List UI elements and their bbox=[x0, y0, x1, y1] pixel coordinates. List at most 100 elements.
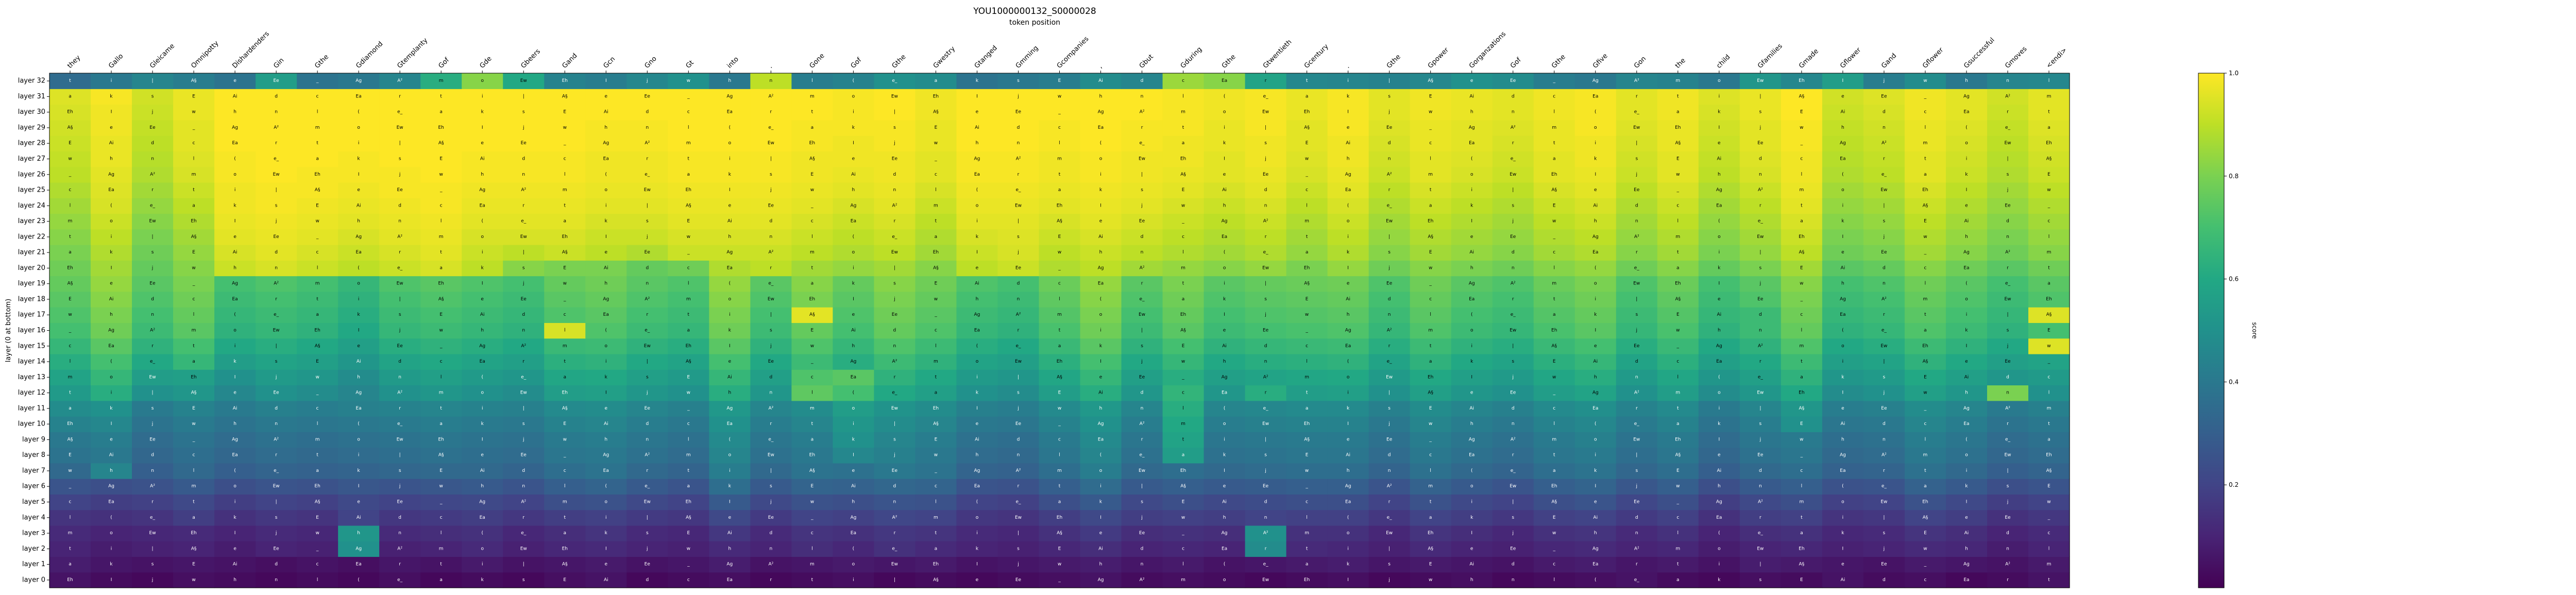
cell-glyph: k bbox=[605, 531, 608, 536]
cell-glyph: | bbox=[1883, 515, 1885, 520]
cell-glyph: ( bbox=[976, 500, 978, 505]
heatmap-cell bbox=[750, 400, 792, 417]
heatmap-cell bbox=[1657, 463, 1699, 479]
heatmap-cell bbox=[49, 166, 91, 183]
heatmap-cell bbox=[297, 400, 338, 417]
cell-glyph: Eh bbox=[1922, 344, 1928, 349]
cell-glyph: Ai bbox=[233, 94, 238, 99]
heatmap-cell bbox=[1657, 307, 1699, 323]
heatmap-cell bbox=[1286, 322, 1328, 339]
cell-glyph: o bbox=[728, 453, 732, 458]
heatmap-cell bbox=[256, 291, 297, 308]
heatmap-cell bbox=[833, 198, 875, 214]
heatmap-cell bbox=[1327, 104, 1369, 121]
cell-glyph: _ bbox=[934, 157, 937, 162]
heatmap-cell bbox=[49, 494, 91, 511]
heatmap-cell bbox=[1492, 525, 1534, 541]
heatmap-cell bbox=[91, 166, 132, 183]
heatmap-cell bbox=[1204, 213, 1246, 230]
cell-glyph: | bbox=[1018, 375, 1019, 380]
heatmap-cell bbox=[91, 556, 132, 573]
cell-glyph: _ bbox=[1305, 172, 1308, 177]
cell-glyph: I bbox=[1224, 468, 1225, 473]
heatmap-cell bbox=[1410, 369, 1452, 386]
cell-glyph: d bbox=[398, 515, 401, 520]
heatmap-cell bbox=[503, 151, 545, 167]
cell-glyph: Ew bbox=[1386, 531, 1393, 536]
cell-glyph: j bbox=[893, 297, 895, 302]
heatmap-cell bbox=[668, 416, 709, 432]
heatmap-cell bbox=[1904, 447, 1946, 464]
heatmap-cell bbox=[1451, 104, 1493, 121]
heatmap-cell bbox=[709, 73, 751, 89]
cell-glyph: Eh bbox=[1057, 359, 1062, 364]
cell-glyph: ( bbox=[1224, 250, 1226, 255]
cell-glyph: E bbox=[563, 265, 566, 270]
cell-glyph: s bbox=[151, 562, 154, 567]
cell-glyph: d bbox=[1141, 78, 1144, 83]
cell-glyph: Ea bbox=[232, 453, 238, 458]
heatmap-cell bbox=[791, 416, 833, 432]
heatmap-cell bbox=[709, 385, 751, 401]
heatmap-cell bbox=[1410, 73, 1452, 89]
cell-glyph: d bbox=[151, 297, 154, 302]
heatmap-cell bbox=[997, 447, 1040, 464]
cell-glyph: s bbox=[1883, 219, 1886, 224]
heatmap-cell bbox=[750, 120, 792, 136]
heatmap-cell bbox=[1739, 416, 1782, 432]
cell-glyph: n bbox=[1264, 359, 1267, 364]
cell-glyph: E bbox=[69, 453, 72, 458]
cell-glyph: I bbox=[605, 234, 607, 240]
heatmap-cell bbox=[1245, 463, 1287, 479]
heatmap-cell bbox=[1739, 556, 1782, 573]
heatmap-cell bbox=[132, 353, 174, 370]
cell-glyph: Ai bbox=[109, 453, 114, 458]
cell-glyph: Ee bbox=[1881, 250, 1887, 255]
heatmap-cell bbox=[585, 260, 627, 277]
cell-glyph: h bbox=[481, 172, 484, 177]
heatmap-cell bbox=[49, 353, 91, 370]
cell-glyph: d bbox=[646, 265, 649, 270]
cell-glyph: d bbox=[770, 219, 773, 224]
cell-glyph: m bbox=[2047, 94, 2052, 99]
heatmap-cell bbox=[709, 291, 751, 308]
heatmap-cell bbox=[709, 400, 751, 417]
heatmap-cell bbox=[420, 245, 462, 261]
heatmap-cell bbox=[1286, 572, 1328, 588]
cell-glyph: o bbox=[1347, 375, 1350, 380]
heatmap-cell bbox=[132, 245, 174, 261]
heatmap-cell bbox=[379, 369, 421, 386]
heatmap-cell bbox=[626, 198, 668, 214]
cell-glyph: s bbox=[646, 375, 649, 380]
cell-glyph: w bbox=[1429, 265, 1432, 270]
cell-glyph: r bbox=[1265, 78, 1267, 83]
cell-glyph: t bbox=[935, 375, 937, 380]
cell-glyph: j bbox=[522, 437, 524, 442]
heatmap-cell bbox=[214, 525, 256, 541]
heatmap-cell bbox=[791, 369, 833, 386]
heatmap-cell bbox=[1781, 432, 1823, 448]
heatmap-cell bbox=[91, 416, 132, 432]
cell-glyph: e bbox=[1347, 125, 1350, 130]
cell-glyph: Ea bbox=[1840, 312, 1845, 317]
heatmap-cell bbox=[214, 135, 256, 151]
heatmap-cell bbox=[1327, 432, 1369, 448]
cell-glyph: _ bbox=[563, 453, 566, 458]
cell-glyph: Eh bbox=[933, 94, 939, 99]
heatmap-cell bbox=[1121, 166, 1163, 183]
cell-glyph: Ag bbox=[603, 453, 609, 458]
cell-glyph: Ea bbox=[108, 344, 114, 349]
cell-glyph: n bbox=[1141, 562, 1144, 567]
chart-title: YOU1000000132_S0000028 bbox=[973, 6, 1096, 16]
heatmap-cell bbox=[1492, 322, 1534, 339]
heatmap-cell bbox=[1945, 572, 1988, 588]
cell-glyph: Ee bbox=[1510, 78, 1516, 83]
cell-glyph: Ea bbox=[1963, 110, 1969, 115]
heatmap-cell bbox=[750, 245, 792, 261]
heatmap-cell bbox=[256, 494, 297, 511]
heatmap-cell bbox=[462, 463, 503, 479]
heatmap-cell bbox=[1451, 198, 1493, 214]
cell-glyph: l bbox=[1182, 406, 1184, 411]
heatmap-cell bbox=[1451, 447, 1493, 464]
cell-glyph: I bbox=[1100, 515, 1101, 520]
